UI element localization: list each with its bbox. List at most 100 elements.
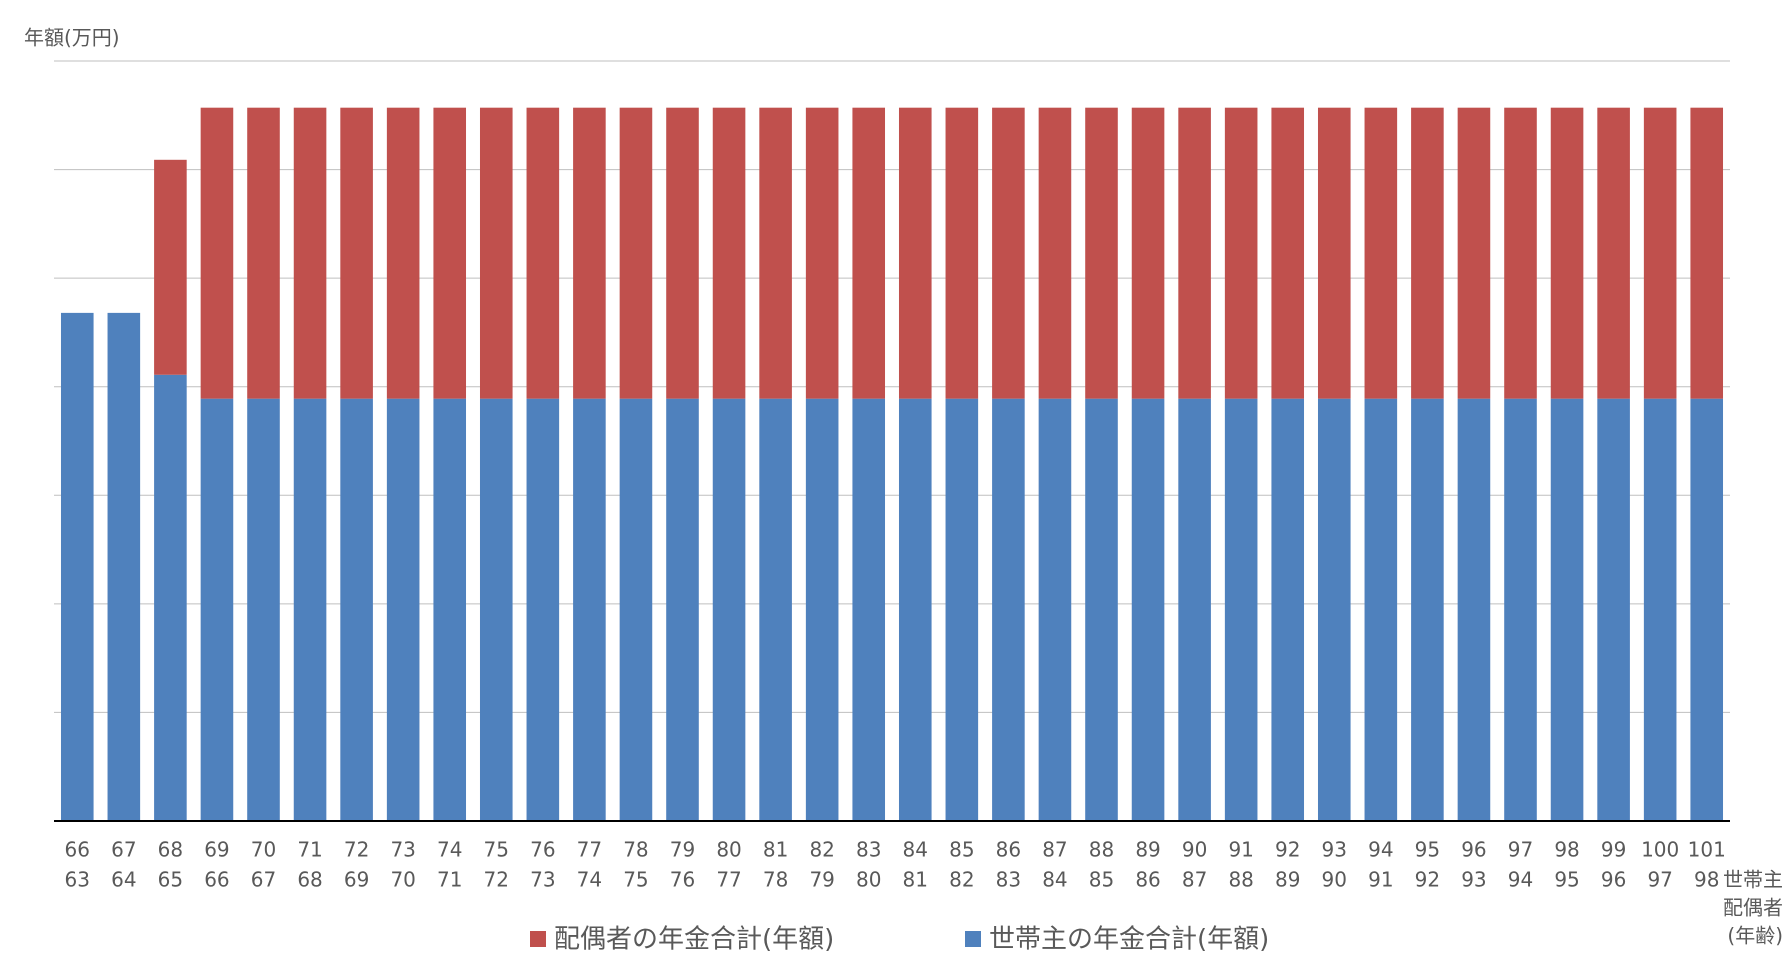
x-tick-label: 89 (1135, 838, 1160, 862)
bar-segment (1550, 107, 1584, 399)
bar-segment (479, 107, 513, 399)
x-tick-label: 90 (1182, 838, 1207, 862)
x-tick-label: 72 (344, 838, 369, 862)
bar-segment (433, 107, 467, 399)
x-tick-label: 73 (390, 838, 415, 862)
bar-segment (945, 398, 979, 821)
x-tick-label: 80 (856, 868, 881, 892)
bar-segment (1178, 107, 1211, 399)
x-tick-label: 97 (1647, 868, 1672, 892)
bar-segment (247, 107, 280, 399)
x-tick-label: 96 (1601, 868, 1626, 892)
bar-segment (852, 107, 886, 399)
bar-segment (1550, 398, 1584, 821)
bar-segment (1271, 107, 1305, 399)
bar-segment (1411, 107, 1444, 399)
x-tick-label: 97 (1508, 838, 1533, 862)
bar-segment (1690, 107, 1724, 399)
x-tick-label: 64 (111, 868, 136, 892)
bar-segment (386, 398, 420, 821)
x-tick-label: 78 (763, 868, 788, 892)
x-tick-label: 89 (1275, 868, 1300, 892)
x-tick-label: 71 (437, 868, 462, 892)
x-tick-label: 81 (903, 868, 928, 892)
x-tick-label: 76 (670, 868, 695, 892)
x-tick-label: 86 (1135, 868, 1160, 892)
bar-segment (340, 107, 373, 399)
x-tick-label: 87 (1042, 838, 1067, 862)
bar-segment (1038, 107, 1072, 399)
x-tick-label: 74 (577, 868, 602, 892)
x-tick-label: 75 (484, 838, 509, 862)
x-tick-label: 87 (1182, 868, 1207, 892)
bar-segment (759, 398, 792, 821)
bar-segment (293, 398, 327, 821)
bar-segment (1504, 107, 1537, 399)
x-tick-label: 92 (1415, 868, 1440, 892)
x-tick-label: 93 (1461, 868, 1486, 892)
x-tick-label: 88 (1089, 838, 1114, 862)
x-tick-label: 71 (297, 838, 322, 862)
x-axis-title: 配偶者 (1723, 896, 1783, 920)
x-tick-label: 79 (809, 868, 834, 892)
x-tick-label: 78 (623, 838, 648, 862)
legend-label: 世帯主の年金合計(年額) (989, 925, 1269, 955)
bar-segment (945, 107, 979, 399)
x-tick-label: 75 (623, 868, 648, 892)
x-tick-label: 84 (903, 838, 928, 862)
bar-segment (1457, 107, 1491, 399)
x-tick-label: 68 (297, 868, 322, 892)
bar-segment (992, 398, 1025, 821)
x-tick-label: 99 (1601, 838, 1626, 862)
bar-segment (200, 398, 234, 821)
x-tick-label: 95 (1415, 838, 1440, 862)
x-tick-label: 74 (437, 838, 462, 862)
bar-segment (247, 398, 280, 821)
x-tick-label: 84 (1042, 868, 1067, 892)
legend-label: 配偶者の年金合計(年額) (554, 925, 834, 955)
x-tick-label: 95 (1554, 868, 1579, 892)
bar-segment (759, 107, 792, 399)
bar-segment (619, 398, 653, 821)
x-tick-label: 86 (996, 838, 1021, 862)
bar-segment (479, 398, 513, 821)
x-tick-label: 81 (763, 838, 788, 862)
bar-segment (386, 107, 420, 399)
bar-segment (1131, 398, 1165, 821)
bar-segment (852, 398, 886, 821)
bar-segment (1597, 107, 1630, 399)
bar-segment (154, 374, 187, 821)
x-axis-title: 世帯主 (1723, 868, 1783, 892)
x-tick-label: 94 (1508, 868, 1533, 892)
x-tick-label: 79 (670, 838, 695, 862)
x-tick-label: 91 (1228, 838, 1253, 862)
y-axis-title: 年額(万円) (24, 26, 120, 50)
bar-segment (992, 107, 1025, 399)
bar-segment (1224, 107, 1258, 399)
bar-segment (1224, 398, 1258, 821)
bar-segment (154, 159, 187, 375)
x-tick-label: 66 (204, 868, 229, 892)
bar-segment (340, 398, 373, 821)
x-tick-label: 93 (1322, 838, 1347, 862)
x-tick-label: 88 (1228, 868, 1253, 892)
bar-segment (1085, 107, 1118, 399)
bar-segment (1411, 398, 1444, 821)
bar-segment (805, 398, 839, 821)
bar-segment (1643, 398, 1677, 821)
x-tick-label: 83 (856, 838, 881, 862)
x-tick-label: 100 (1641, 838, 1679, 862)
bar-segment (1597, 398, 1630, 821)
bar-segment (433, 398, 467, 821)
bar-segment (293, 107, 327, 399)
bar-segment (666, 107, 699, 399)
x-tick-label: 92 (1275, 838, 1300, 862)
x-tick-label: 65 (158, 868, 183, 892)
x-tick-label: 98 (1694, 868, 1719, 892)
x-tick-label: 85 (1089, 868, 1114, 892)
x-tick-label: 98 (1554, 838, 1579, 862)
x-tick-label: 68 (158, 838, 183, 862)
x-tick-label: 76 (530, 838, 555, 862)
x-tick-label: 70 (251, 838, 276, 862)
